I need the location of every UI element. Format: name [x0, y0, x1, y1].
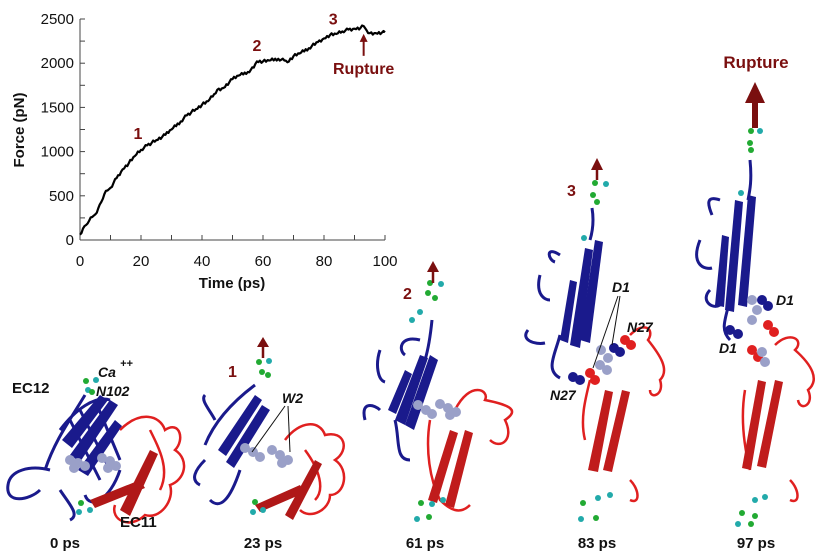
ion-spheres	[250, 358, 272, 515]
red-strands	[742, 380, 783, 470]
label-ca-charge: ++	[120, 358, 133, 370]
panel-time-61: 61 ps	[406, 535, 444, 552]
w2-residues	[413, 399, 461, 420]
ion-spheres	[409, 280, 446, 522]
pull-arrow-icon	[257, 337, 269, 358]
label-ca: Ca	[98, 364, 116, 380]
blue-domain	[524, 207, 595, 380]
panel-event-label: 2	[403, 286, 412, 303]
panel-83ps: 3 D1 N27 N27 83 ps	[524, 158, 666, 552]
panel-time-0: 0 ps	[50, 535, 80, 552]
y-tick-label: 2000	[41, 55, 74, 72]
red-strands	[428, 430, 473, 508]
d1-residues	[568, 335, 636, 385]
event-annotation-1: 1	[133, 126, 142, 143]
blue-domain	[362, 319, 434, 462]
y-axis-title: Force (pN)	[11, 92, 28, 167]
x-axis-title: Time (ps)	[199, 275, 265, 292]
label-ec12: EC12	[12, 380, 50, 397]
y-tick-label: 0	[66, 232, 74, 249]
x-tick-label: 40	[194, 253, 211, 270]
d1-residues	[725, 295, 779, 367]
label-d1-upper: D1	[776, 292, 794, 308]
ec11-strands	[90, 450, 158, 516]
rupture-annotation: Rupture	[333, 61, 394, 78]
x-tick-label: 60	[255, 253, 272, 270]
ion-spheres	[76, 377, 99, 515]
event-annotation-2: 2	[252, 38, 261, 55]
y-tick-label: 1500	[41, 99, 74, 116]
blue-strands	[560, 240, 603, 348]
x-tick-label: 20	[133, 253, 150, 270]
y-tick-label: 2500	[41, 11, 74, 28]
label-n27-right: N27	[627, 319, 654, 335]
red-domain	[581, 326, 666, 503]
y-tick-label: 1000	[41, 144, 74, 161]
label-ec11: EC11	[120, 514, 157, 531]
ec11-domain-red	[113, 415, 186, 524]
red-domain	[284, 423, 346, 516]
panel-event-label: Rupture	[723, 53, 788, 72]
panel-97ps: Rupture D1 D1 97 ps	[695, 53, 815, 552]
red-domain	[426, 388, 514, 512]
pull-arrow-icon	[427, 261, 439, 283]
force-time-chart: 0 500 1000 1500 2000 2500 0 20 40 60 80 100 Time (…	[11, 11, 398, 292]
w2-pointer	[251, 405, 286, 453]
panel-0ps: EC12 Ca ++ N102 EC11 0 ps	[6, 358, 186, 552]
d1-pointer	[592, 295, 619, 369]
panel-event-label: 3	[567, 183, 576, 200]
w2-residues	[240, 443, 293, 468]
pull-arrow-icon	[591, 158, 603, 180]
panel-61ps: 2 61 ps	[362, 261, 514, 552]
red-strands	[588, 390, 630, 472]
force-series-line	[79, 24, 386, 236]
panel-23ps: 1 W2 23 ps	[193, 337, 346, 552]
blue-strands	[218, 395, 270, 468]
label-w2: W2	[282, 390, 303, 406]
x-tick-label: 100	[372, 253, 397, 270]
panel-time-83: 83 ps	[578, 535, 616, 552]
y-tick-label: 500	[49, 188, 74, 205]
panel-event-label: 1	[228, 364, 237, 381]
label-n102: N102	[96, 383, 130, 399]
blue-domain	[695, 159, 753, 342]
x-tick-label: 80	[316, 253, 333, 270]
blue-domain	[193, 383, 256, 506]
label-n27-left: N27	[550, 387, 577, 403]
blue-strands	[388, 355, 438, 430]
blue-strands	[715, 195, 756, 312]
d1-pointer	[611, 295, 621, 346]
ec12-strands	[62, 395, 122, 476]
ion-spheres	[578, 180, 613, 522]
rupture-arrow-icon	[745, 82, 765, 128]
red-strands	[255, 460, 322, 520]
label-d1: D1	[612, 279, 630, 295]
panel-time-97: 97 ps	[737, 535, 775, 552]
rupture-arrow-head	[359, 33, 368, 42]
ion-spheres	[735, 128, 768, 527]
w2-pointer	[287, 405, 291, 453]
x-tick-label: 0	[76, 253, 84, 270]
label-d1-lower: D1	[719, 340, 737, 356]
event-annotation-3: 3	[329, 11, 338, 28]
w2-residues	[65, 453, 121, 473]
panel-time-23: 23 ps	[244, 535, 282, 552]
